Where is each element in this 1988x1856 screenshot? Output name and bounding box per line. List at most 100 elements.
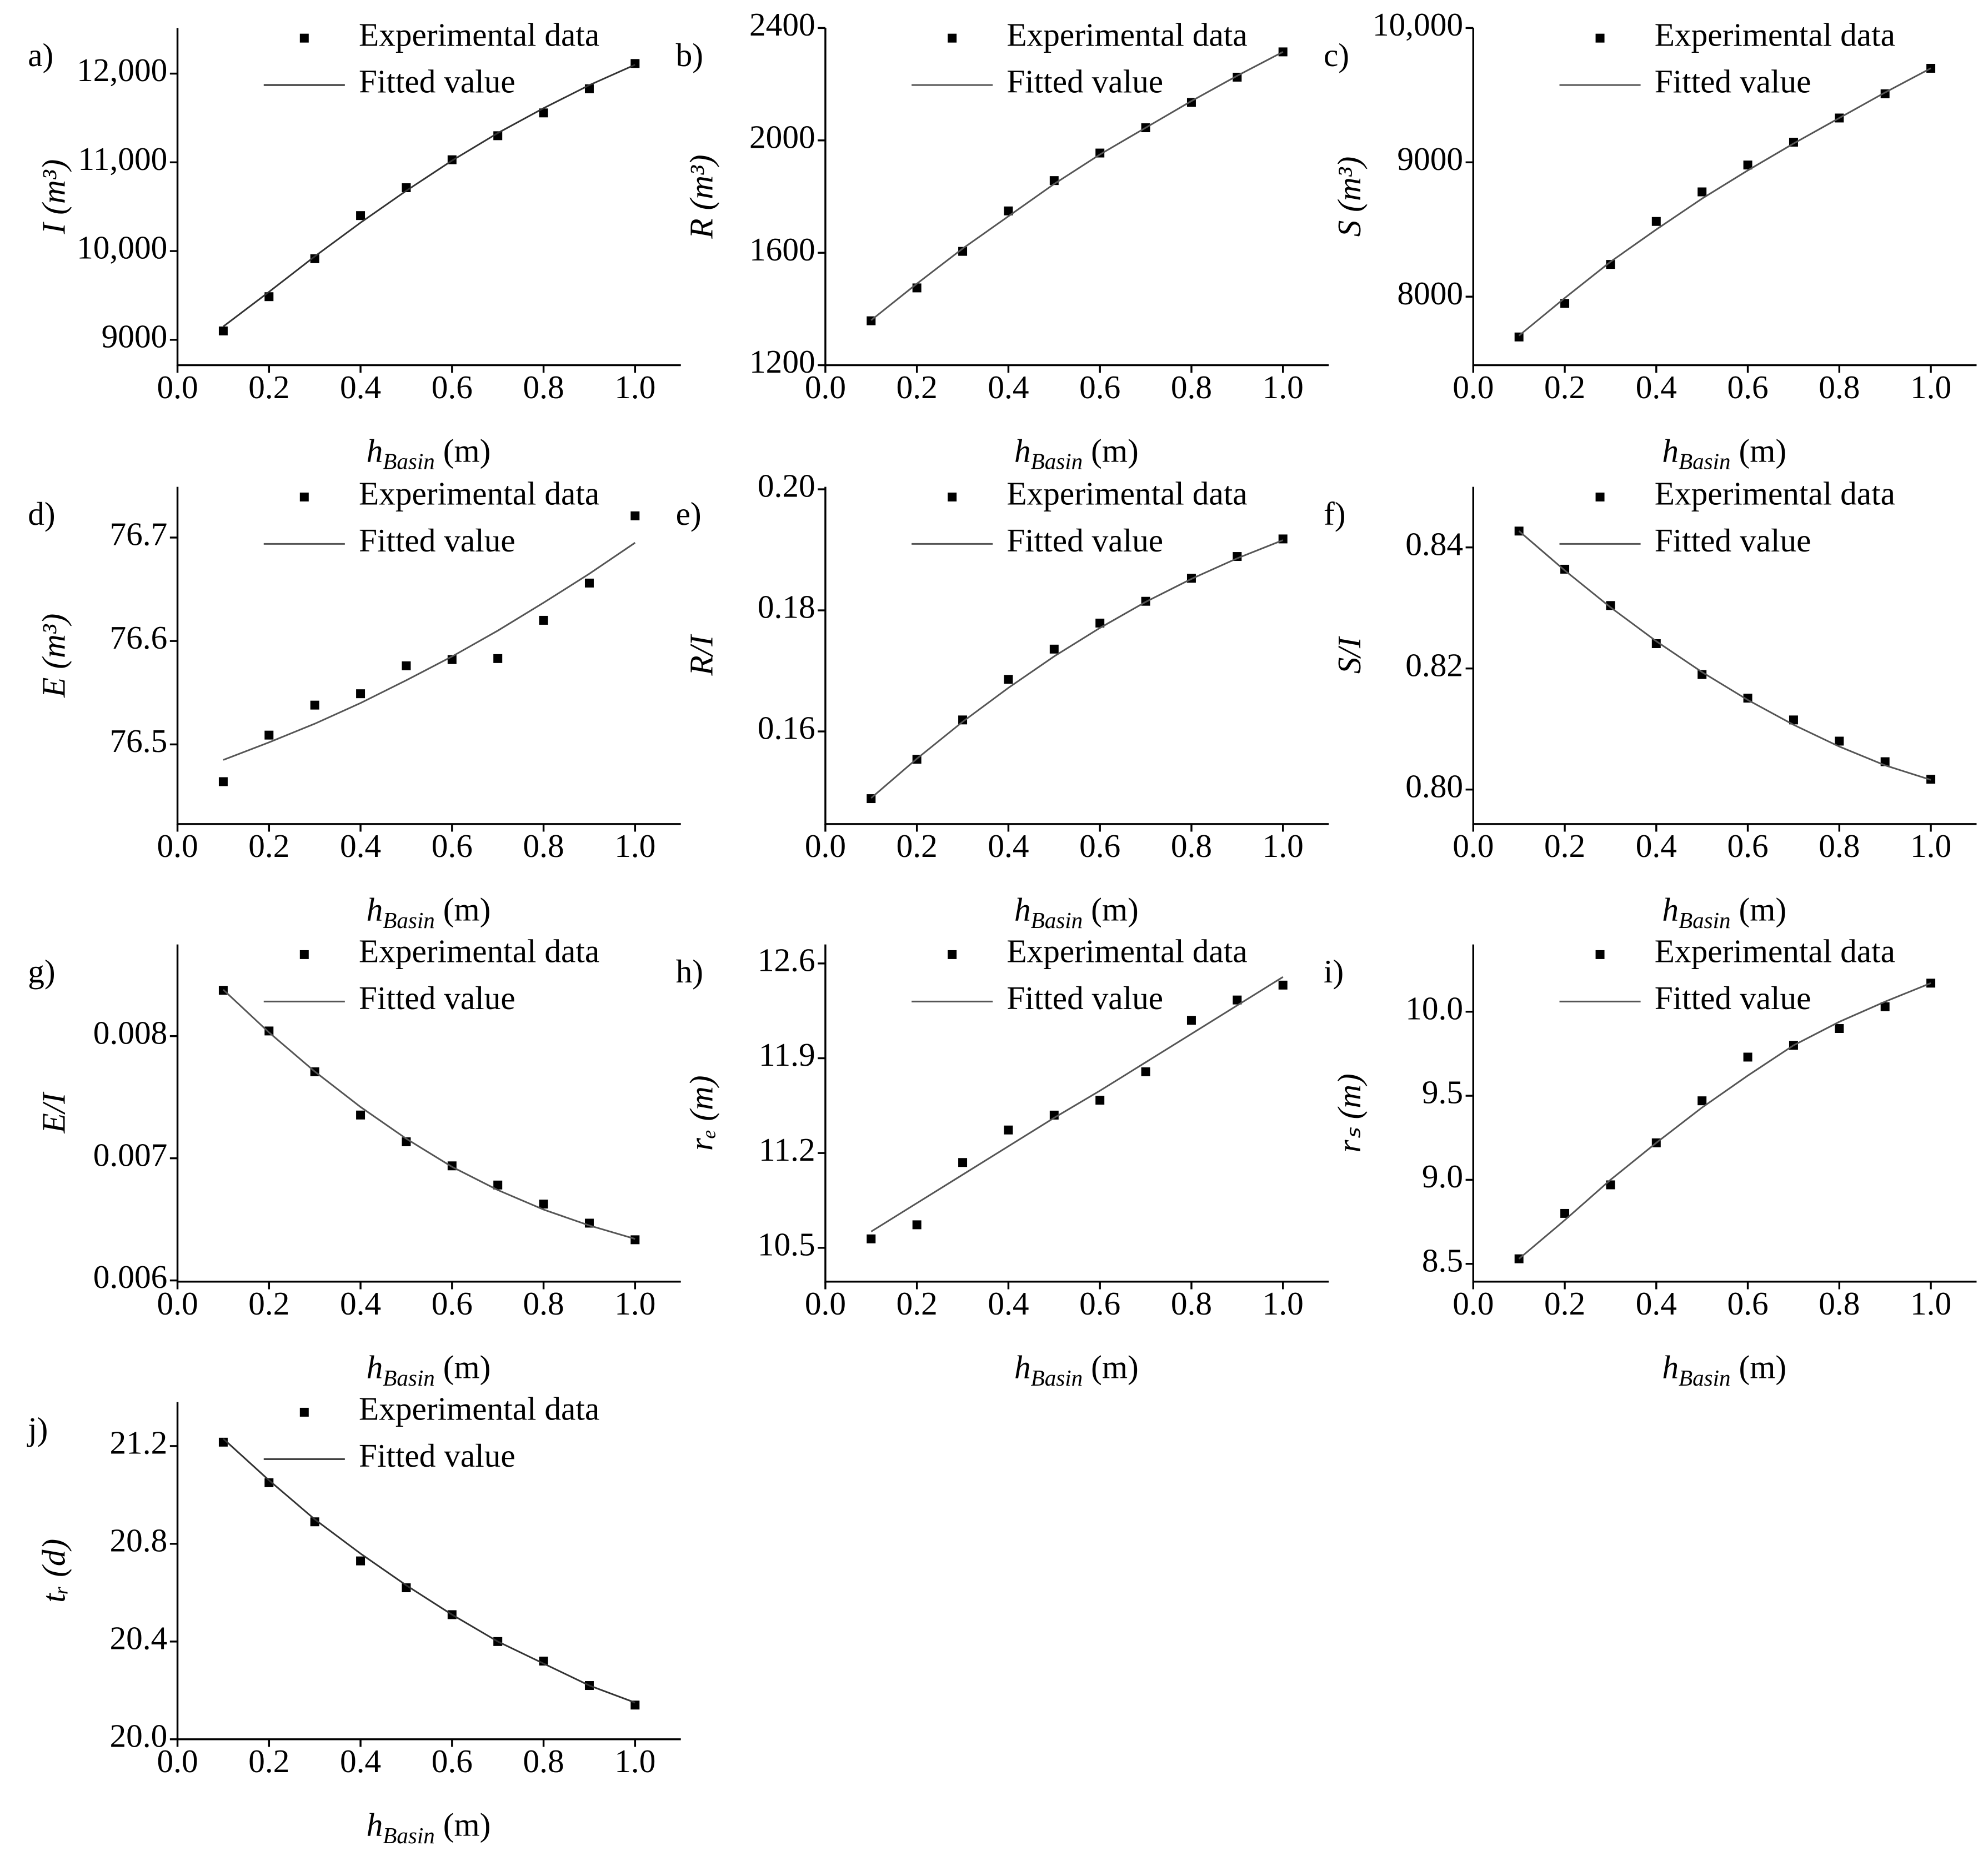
fitted-line — [223, 64, 635, 328]
legend-label: Experimental data — [359, 933, 599, 970]
y-tick-label: 0.18 — [758, 589, 815, 625]
x-axis-label-part: (m) — [435, 1348, 491, 1385]
y-tick-label: 10,000 — [1373, 6, 1463, 43]
legend-marker — [948, 950, 957, 959]
panel-label: h) — [676, 953, 703, 990]
y-tick-label: 1200 — [749, 343, 815, 380]
data-point — [630, 1235, 640, 1245]
panel-label: i) — [1324, 953, 1344, 990]
x-axis-label-part: Basin — [1679, 449, 1731, 474]
data-point — [356, 1110, 365, 1120]
x-tick-label: 0.4 — [340, 1285, 381, 1322]
x-tick-label: 0.8 — [523, 369, 564, 405]
y-tick-label: 8.5 — [1422, 1242, 1463, 1278]
legend-marker — [299, 950, 309, 959]
x-axis-label: hBasin (m) — [367, 1348, 491, 1391]
x-axis-label-part: Basin — [383, 1823, 435, 1848]
panel: 0.0 0.2 0.4 0.6 0.8 1.0 20.0 20.4 20.8 21.2 j) tᵣ (… — [27, 1391, 681, 1848]
x-tick-label: 0.4 — [340, 369, 381, 405]
y-axis-label: S/I — [1331, 635, 1368, 674]
x-tick-label: 1.0 — [614, 1743, 655, 1779]
x-axis-label-part: Basin — [1679, 907, 1731, 933]
data-point — [1606, 260, 1615, 269]
data-point — [912, 1220, 922, 1230]
x-tick-label: 0.6 — [432, 369, 473, 405]
x-tick-label: 0.2 — [248, 1743, 289, 1779]
x-tick-label: 0.0 — [805, 1285, 846, 1322]
x-axis-label-part: (m) — [435, 432, 491, 469]
panel: 0.0 0.2 0.4 0.6 0.8 1.0 76.5 76.6 76.7 d) E (m³) hB… — [28, 475, 681, 933]
data-point — [356, 1556, 365, 1566]
x-tick-label: 0.4 — [1636, 369, 1677, 405]
data-point — [1095, 618, 1105, 628]
x-axis-label-part: (m) — [435, 1806, 491, 1843]
x-axis-label: hBasin (m) — [367, 1806, 491, 1848]
y-tick-label: 0.16 — [758, 710, 815, 746]
data-point — [630, 1701, 640, 1710]
y-tick-label: 76.5 — [109, 723, 167, 759]
legend-label: Experimental data — [1655, 933, 1895, 970]
x-axis-label-part: Basin — [1031, 1365, 1083, 1391]
data-point — [539, 615, 548, 625]
data-point — [1789, 715, 1798, 725]
y-tick-label: 9000 — [102, 318, 168, 354]
legend-label: Fitted value — [1655, 522, 1811, 559]
legend-marker — [299, 33, 309, 43]
panel: 0.0 0.2 0.4 0.6 0.8 1.0 10.5 11.2 11.9 12.6 h) rₑ (… — [676, 933, 1329, 1391]
x-axis-label: hBasin (m) — [1014, 1348, 1139, 1391]
x-axis-label-part: h — [1662, 891, 1679, 927]
y-tick-label: 76.6 — [109, 619, 167, 656]
data-point — [402, 1583, 411, 1593]
data-point — [1049, 644, 1059, 654]
x-tick-label: 0.8 — [1819, 1285, 1860, 1322]
x-tick-label: 0.8 — [1171, 827, 1212, 864]
x-tick-label: 1.0 — [614, 369, 655, 405]
legend-marker — [299, 492, 309, 501]
data-point — [264, 1026, 274, 1036]
panel-label: b) — [676, 37, 703, 73]
x-tick-label: 0.6 — [1727, 827, 1768, 864]
data-point — [912, 283, 922, 293]
data-point — [356, 689, 365, 699]
x-tick-label: 1.0 — [1263, 369, 1304, 405]
legend-marker — [948, 492, 957, 501]
x-tick-label: 0.6 — [1079, 369, 1120, 405]
data-point — [493, 1180, 503, 1190]
x-tick-label: 0.2 — [897, 369, 938, 405]
data-point — [356, 211, 365, 220]
panel-label: f) — [1324, 495, 1346, 532]
data-point — [1004, 1125, 1013, 1135]
data-point — [1743, 1052, 1752, 1062]
fitted-line — [223, 542, 636, 761]
y-tick-label: 11,000 — [78, 141, 167, 177]
x-axis-label-part: h — [367, 1806, 383, 1843]
y-tick-label: 9.0 — [1422, 1158, 1463, 1195]
x-tick-label: 0.6 — [1727, 1285, 1768, 1322]
y-tick-label: 11.9 — [759, 1036, 815, 1073]
x-tick-label: 0.4 — [1636, 827, 1677, 864]
data-point — [958, 247, 968, 256]
x-tick-label: 1.0 — [614, 1285, 655, 1322]
x-axis-label-part: Basin — [383, 1365, 435, 1391]
data-point — [1004, 206, 1013, 215]
x-axis-label-part: h — [1014, 432, 1031, 469]
data-point — [310, 700, 319, 710]
y-tick-label: 12,000 — [77, 52, 167, 88]
data-point — [1278, 47, 1288, 57]
x-axis-label-part: h — [367, 432, 383, 469]
data-point — [310, 254, 319, 263]
fitted-line — [222, 989, 635, 1240]
x-tick-label: 0.2 — [1544, 1285, 1585, 1322]
x-axis-label-part: (m) — [1083, 432, 1139, 469]
data-point — [218, 326, 228, 335]
data-point — [1095, 1096, 1105, 1105]
data-point — [1651, 217, 1661, 226]
panel-label: e) — [676, 495, 702, 532]
x-tick-label: 0.8 — [1819, 827, 1860, 864]
data-point — [584, 578, 594, 588]
legend-marker — [948, 33, 957, 43]
y-axis-label: E (m³) — [35, 614, 72, 698]
y-tick-label: 0.80 — [1405, 768, 1463, 804]
